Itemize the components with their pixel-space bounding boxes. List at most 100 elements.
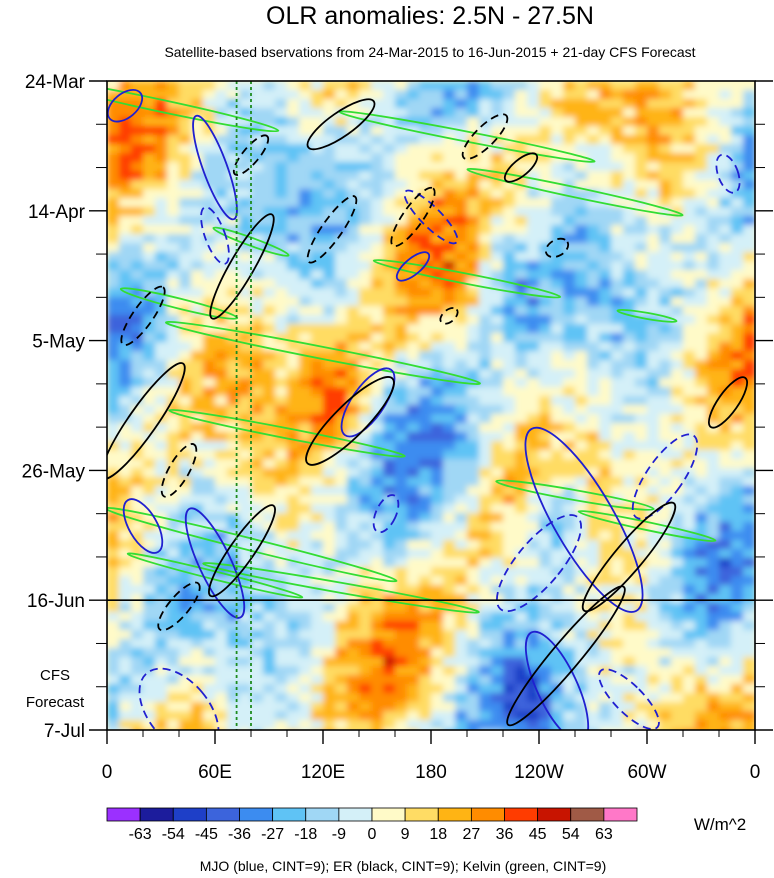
colorbar-level-label: -36 (228, 826, 251, 843)
colorbar-swatch (603, 807, 638, 822)
colorbar-swatch (305, 807, 340, 822)
colorbar-swatch (470, 807, 505, 822)
colorbar-swatch (172, 807, 207, 822)
colorbar-units: W/m^2 (694, 815, 746, 834)
colorbar-level-label: 45 (529, 826, 547, 843)
colorbar-level-label: 9 (401, 826, 410, 843)
colorbar-swatch (239, 807, 274, 822)
anomaly-cells (107, 81, 755, 730)
colorbar-level-label: 54 (562, 826, 580, 843)
mjo-contour (138, 667, 220, 730)
kelvin-contour (107, 506, 398, 583)
colorbar-level-label: -18 (294, 826, 317, 843)
kelvin-contour (616, 308, 678, 323)
er-contour (120, 285, 166, 347)
colorbar-level-label: -45 (195, 826, 218, 843)
er-contour (708, 376, 748, 429)
colorbar-level-label: 36 (496, 826, 514, 843)
mjo-contour (122, 498, 164, 554)
colorbar-level-label: 0 (368, 826, 377, 843)
colorbar-swatch (106, 807, 141, 822)
kelvin-contour (107, 81, 280, 133)
kelvin-contour (372, 259, 562, 299)
colorbar: -63 -54 -45 -36 -27 -18 -9 0 9 18 27 36 45 54 63 (106, 807, 638, 843)
kelvin-contour (168, 408, 406, 458)
plot-area (107, 81, 755, 730)
x-tick-label: 0 (102, 762, 113, 783)
y-tick-label: 14-Apr (28, 202, 86, 223)
x-tick-label: 180 (415, 762, 447, 783)
y-tick-label: 5-May (32, 332, 85, 353)
er-contour (306, 195, 358, 264)
mjo-contour (496, 514, 582, 613)
kelvin-contour (577, 510, 717, 542)
y-tick-label: 24-Mar (25, 72, 86, 93)
mjo-contour (107, 89, 144, 123)
y-tick-label: 26-May (22, 461, 86, 482)
colorbar-swatch (338, 807, 373, 822)
mjo-contour (372, 494, 400, 534)
chart-subtitle: Satellite-based bservations from 24-Mar-… (164, 44, 695, 60)
y-axis: 24-Mar 14-Apr 5-May 26-May 16-Jun 7-Jul (22, 72, 773, 742)
x-tick-label: 60W (627, 762, 666, 783)
er-contour (209, 213, 275, 320)
mjo-contour (403, 189, 459, 245)
er-contour (506, 585, 626, 727)
reference-longitude-lines (235, 81, 252, 730)
er-contour (157, 581, 201, 632)
x-tick-label: 120E (301, 762, 345, 783)
colorbar-swatch (570, 807, 605, 822)
colorbar-swatch (437, 807, 472, 822)
kelvin-contour (212, 226, 290, 257)
er-contour (390, 186, 436, 248)
kelvin-contour (165, 320, 481, 385)
chart-title: OLR anomalies: 2.5N - 27.5N (266, 2, 594, 30)
y-tick-label: 16-Jun (27, 591, 85, 612)
er-contour (544, 237, 570, 258)
colorbar-level-label: -9 (332, 826, 346, 843)
colorbar-swatch (272, 807, 307, 822)
kelvin-contour (202, 562, 480, 614)
mjo-contour (192, 114, 238, 221)
kelvin-contour (495, 479, 655, 511)
kelvin-contour (119, 287, 239, 320)
colorbar-swatch (205, 807, 240, 822)
forecast-label-line1: CFS (40, 667, 70, 684)
olr-anomaly-field (107, 81, 755, 730)
colorbar-level-label: -27 (261, 826, 284, 843)
mjo-contour (395, 251, 431, 282)
mjo-contour (340, 367, 396, 438)
er-contour (461, 113, 509, 160)
footer-legend: MJO (blue, CINT=9); ER (black, CINT=9); … (200, 858, 607, 874)
mjo-contour (631, 433, 699, 520)
x-tick-label: 120W (514, 762, 564, 783)
colorbar-swatch (139, 807, 174, 822)
kelvin-contour (466, 167, 684, 217)
er-contour (503, 152, 539, 183)
mjo-contour (184, 507, 246, 619)
forecast-label-line2: Forecast (26, 694, 85, 711)
colorbar-level-label: 18 (429, 826, 447, 843)
colorbar-level-label: 63 (595, 826, 613, 843)
er-contour (160, 443, 198, 498)
y-tick-label: 7-Jul (44, 721, 85, 742)
mjo-contour (598, 668, 660, 730)
colorbar-level-label: -54 (162, 826, 185, 843)
x-axis: 0 60E 120E 180 120W 60W 0 (102, 730, 761, 783)
er-contour (305, 376, 395, 466)
mjo-contour (200, 206, 230, 265)
er-contour (581, 501, 677, 613)
colorbar-swatch (404, 807, 439, 822)
er-contour (232, 134, 270, 176)
colorbar-swatch (504, 807, 539, 822)
x-tick-label: 0 (750, 762, 761, 783)
colorbar-swatch (371, 807, 406, 822)
er-contour (107, 362, 186, 480)
colorbar-swatch (537, 807, 572, 822)
mjo-contour (524, 426, 644, 613)
colorbar-level-label: 27 (462, 826, 480, 843)
colorbar-level-label: -63 (129, 826, 152, 843)
x-tick-label: 60E (198, 762, 232, 783)
mjo-contour (715, 153, 741, 194)
